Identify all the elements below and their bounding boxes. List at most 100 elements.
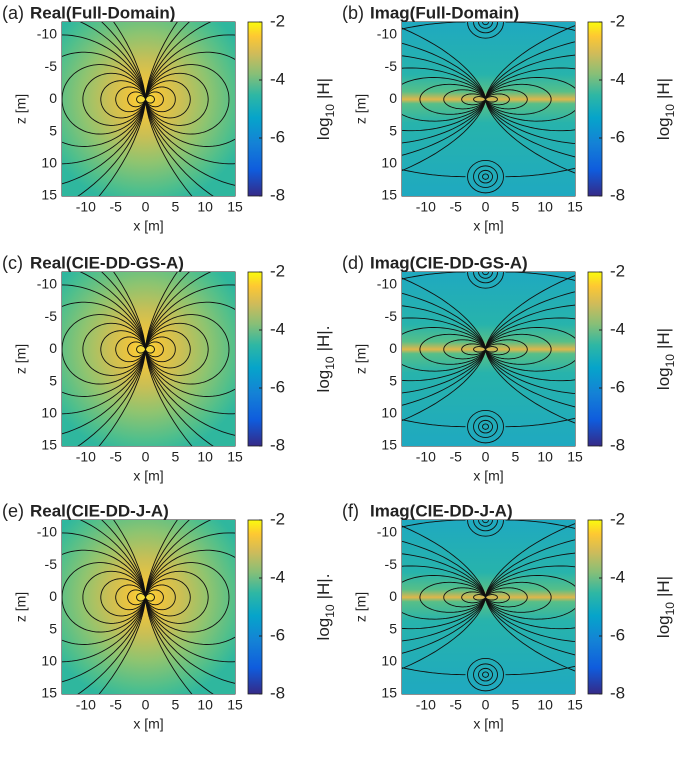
x-tick-label: 10 xyxy=(537,449,553,465)
streamline xyxy=(145,272,214,446)
streamline xyxy=(100,578,146,617)
x-axis-label: x [m] xyxy=(473,468,503,484)
panel-title: Imag(CIE-DD-J-A) xyxy=(370,501,513,520)
field xyxy=(402,22,575,196)
streamline-loop xyxy=(467,160,504,194)
x-tick-label: 15 xyxy=(227,449,243,465)
streamline xyxy=(62,520,146,683)
streamline xyxy=(419,83,486,115)
streamline xyxy=(402,520,466,528)
y-tick-label: 5 xyxy=(49,372,57,388)
streamline xyxy=(485,333,552,365)
streamline-loop xyxy=(482,22,489,26)
colorbar-label: log10 |H|. xyxy=(314,574,337,641)
colorbar-label-text: log xyxy=(314,618,333,641)
x-tick-label: -10 xyxy=(416,697,436,713)
colorbar xyxy=(587,21,603,197)
streamline xyxy=(485,275,575,424)
streamline xyxy=(145,34,235,165)
streamline xyxy=(145,589,164,606)
streamline xyxy=(505,22,575,31)
panel-title: Imag(Full-Domain) xyxy=(370,3,519,22)
y-tick-label: 15 xyxy=(381,187,397,203)
streamline xyxy=(145,578,191,617)
streamline xyxy=(136,345,146,354)
streamline xyxy=(461,591,486,604)
panel-title: Imag(CIE-DD-GS-A) xyxy=(370,253,528,272)
x-tick-label: 10 xyxy=(537,697,553,713)
x-tick-label: 15 xyxy=(567,199,583,215)
streamline xyxy=(100,80,146,119)
colorbar-tick-label: -8 xyxy=(270,683,285,702)
x-tick-label: 5 xyxy=(511,697,519,713)
x-tick-label: 0 xyxy=(482,199,490,215)
x-tick-label: 0 xyxy=(142,199,150,215)
colorbar-tick-label: -4 xyxy=(610,567,625,586)
streamline xyxy=(62,272,146,435)
colorbar-label-text: log xyxy=(654,615,673,638)
streamline xyxy=(402,27,486,172)
y-tick-label: -5 xyxy=(385,308,398,324)
x-tick-label: -5 xyxy=(109,697,122,713)
streamline xyxy=(62,549,146,645)
streamline xyxy=(402,565,486,630)
streamline xyxy=(100,330,146,369)
y-tick-label: 10 xyxy=(41,652,57,668)
streamline xyxy=(485,93,510,106)
y-tick-label: -5 xyxy=(385,58,398,74)
streamline xyxy=(485,594,498,601)
streamline-loop xyxy=(478,272,493,279)
streamline xyxy=(145,91,164,108)
streamline xyxy=(485,96,498,103)
streamline xyxy=(443,339,486,360)
streamline xyxy=(127,91,146,108)
streamline xyxy=(145,64,230,135)
y-tick-label: 0 xyxy=(49,340,57,356)
streamline xyxy=(136,95,146,104)
streamline xyxy=(145,314,230,385)
field xyxy=(402,272,575,446)
streamline-loop xyxy=(473,272,498,284)
streamline xyxy=(485,343,510,356)
panel-label: (f) xyxy=(342,501,359,521)
streamline xyxy=(461,343,486,356)
x-tick-label: 0 xyxy=(482,697,490,713)
streamline-loop xyxy=(478,520,493,527)
streamline xyxy=(402,553,486,642)
colorbar-label-text: log xyxy=(654,117,673,140)
streamline xyxy=(402,327,486,372)
colorbar-tick-label: -8 xyxy=(610,185,625,204)
x-tick-label: -5 xyxy=(449,199,462,215)
y-tick-label: -5 xyxy=(45,556,58,572)
panel-label: (d) xyxy=(342,253,364,273)
colorbar-tick-label: -4 xyxy=(610,319,625,338)
streamline xyxy=(402,575,486,620)
streamline xyxy=(82,72,146,126)
y-tick-label: 0 xyxy=(49,90,57,106)
streamline xyxy=(485,346,498,353)
streamline xyxy=(485,77,575,122)
streamline xyxy=(62,314,146,385)
colorbar-tick-label: -6 xyxy=(610,625,625,644)
y-tick-label: 15 xyxy=(41,685,57,701)
colorbar-tick-label: -2 xyxy=(270,509,285,528)
colorbar-label: log10 |H| xyxy=(654,78,677,140)
colorbar-tick-label: -4 xyxy=(270,567,285,586)
colorbar-tick-label: -8 xyxy=(610,435,625,454)
x-tick-label: -10 xyxy=(76,199,96,215)
y-tick-label: 5 xyxy=(389,122,397,138)
streamline-loop xyxy=(478,169,493,184)
colorbar-label-text: log xyxy=(314,370,333,393)
colorbar-label-sub: 10 xyxy=(663,104,677,118)
field xyxy=(402,520,575,694)
x-tick-label: -10 xyxy=(416,199,436,215)
streamline xyxy=(145,22,235,186)
colorbar xyxy=(247,271,263,447)
y-tick-label: -5 xyxy=(45,58,58,74)
streamline-loop xyxy=(473,165,498,188)
streamline xyxy=(145,570,209,624)
streamline xyxy=(402,55,486,144)
streamline xyxy=(402,317,486,382)
field xyxy=(62,520,235,694)
y-tick-label: 10 xyxy=(381,652,397,668)
